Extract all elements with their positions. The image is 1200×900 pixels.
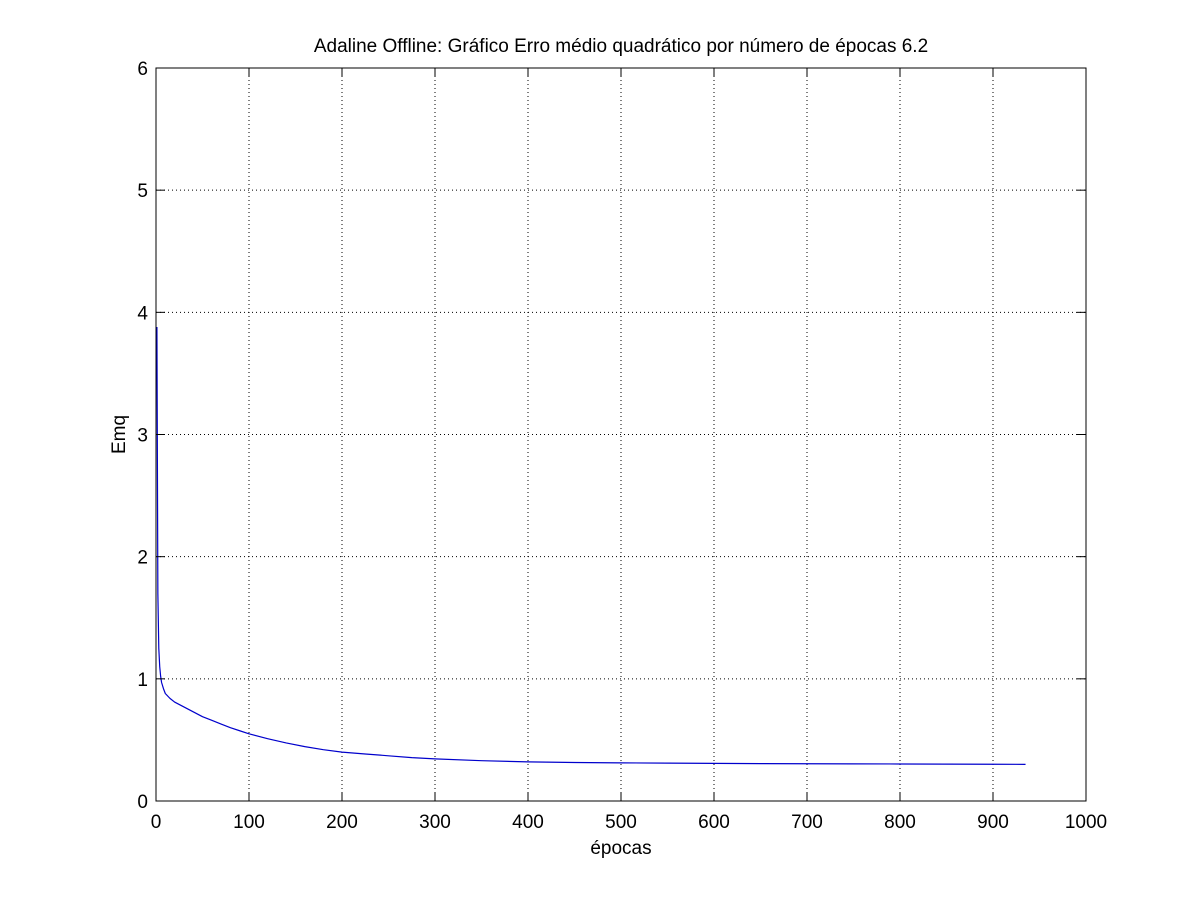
- y-tick-label: 4: [137, 303, 148, 324]
- y-tick-label: 5: [137, 181, 148, 202]
- x-tick-label: 500: [605, 812, 637, 833]
- x-tick-label: 200: [326, 812, 358, 833]
- series-line: [156, 326, 1026, 765]
- y-tick-label: 0: [137, 792, 148, 813]
- x-tick-label: 0: [151, 812, 162, 833]
- y-tick-label: 6: [137, 59, 148, 80]
- y-tick-label: 2: [137, 548, 148, 569]
- y-tick-label: 1: [137, 670, 148, 691]
- x-tick-label: 600: [698, 812, 730, 833]
- x-axis-label: épocas: [590, 838, 651, 859]
- x-tick-label: 900: [977, 812, 1009, 833]
- x-tick-label: 100: [233, 812, 265, 833]
- y-axis-label: Emq: [109, 415, 130, 454]
- y-tick-label: 3: [137, 426, 148, 447]
- x-tick-label: 1000: [1065, 812, 1107, 833]
- x-tick-label: 800: [884, 812, 916, 833]
- chart-title: Adaline Offline: Gráfico Erro médio quad…: [314, 36, 928, 57]
- series-layer: [156, 326, 1026, 765]
- x-tick-label: 700: [791, 812, 823, 833]
- x-tick-label: 300: [419, 812, 451, 833]
- grid: [156, 68, 1086, 801]
- x-tick-label: 400: [512, 812, 544, 833]
- ticks: 0 100 200 300 400 500 600 700 800 900 1000 0 1 2 3 4 5 6: [137, 59, 1107, 833]
